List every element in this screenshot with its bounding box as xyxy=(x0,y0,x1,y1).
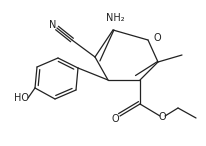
Text: NH₂: NH₂ xyxy=(105,13,124,23)
Text: O: O xyxy=(111,114,118,124)
Text: N: N xyxy=(49,20,56,30)
Text: O: O xyxy=(157,112,165,122)
Text: O: O xyxy=(153,33,161,43)
Text: HO: HO xyxy=(14,93,29,103)
